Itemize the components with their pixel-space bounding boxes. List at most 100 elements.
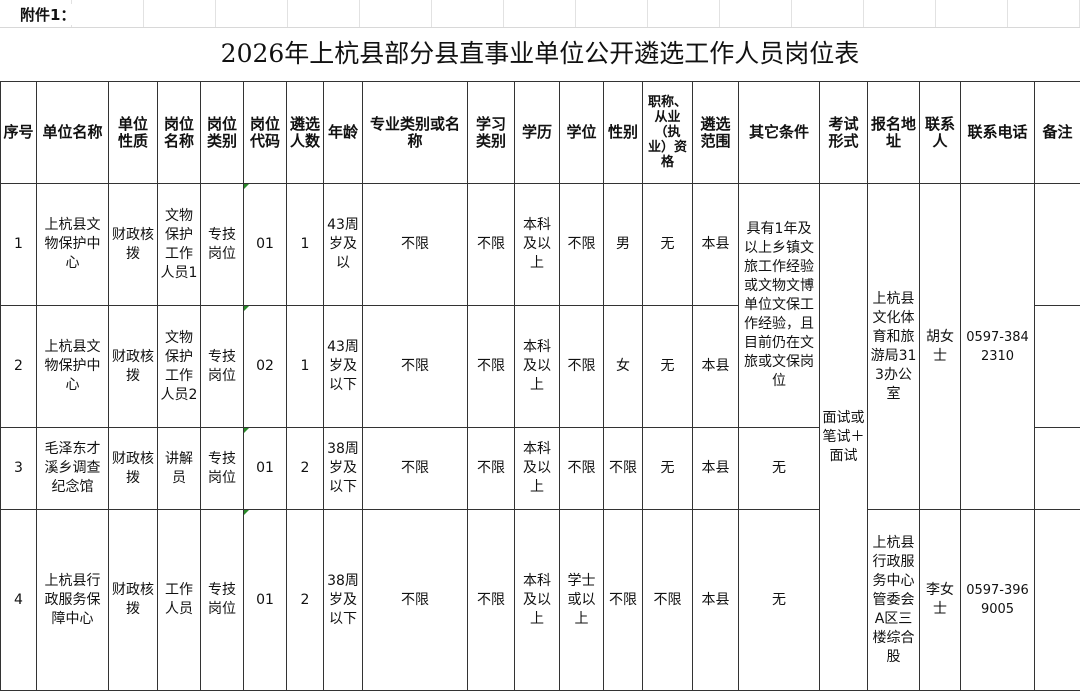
header-cell: 岗位代码 — [243, 81, 287, 184]
header-cell: 联系人 — [919, 81, 961, 184]
page-title: 2026年上杭县部分县直事业单位公开遴选工作人员岗位表 — [220, 39, 860, 68]
cell-count: 1 — [286, 305, 324, 428]
attachment-label: 附件1： — [16, 4, 80, 25]
cell-nature: 财政核拨 — [108, 183, 158, 306]
cell-degree: 不限 — [559, 427, 604, 510]
cell-study: 不限 — [467, 509, 515, 691]
header-cell: 单位名称 — [36, 81, 109, 184]
cell-no: 4 — [0, 509, 37, 691]
cell-other: 具有1年及以上乡镇文旅工作经验或文物文博单位文保工作经验，且目前仍在文旅或文保岗… — [738, 183, 820, 428]
attachment-row: 附件1： — [0, 0, 1080, 28]
header-cell: 学历 — [514, 81, 560, 184]
table-row: 2 上杭县文物保护中心 财政核拨 文物保护工作人员2 专技岗位 02 1 43周… — [0, 305, 1080, 428]
cell-major: 不限 — [362, 305, 468, 428]
cell-other: 无 — [738, 427, 820, 510]
cell-study: 不限 — [467, 427, 515, 510]
cell-category: 专技岗位 — [200, 427, 244, 510]
cell-exam: 面试或笔试＋面试 — [819, 183, 868, 691]
cell-gender: 女 — [603, 305, 643, 428]
cell-age: 43周岁及以 — [323, 183, 363, 306]
cell-category: 专技岗位 — [200, 183, 244, 306]
cell-contact: 李女士 — [919, 509, 961, 691]
cell-no: 2 — [0, 305, 37, 428]
cell-post: 讲解员 — [157, 427, 201, 510]
cell-nature: 财政核拨 — [108, 427, 158, 510]
table-row: 1 上杭县文物保护中心 财政核拨 文物保护工作人员1 专技岗位 01 1 43周… — [0, 183, 1080, 691]
cell-post: 工作人员 — [157, 509, 201, 691]
cell-scope: 本县 — [692, 427, 739, 510]
cell-age: 38周岁及以下 — [323, 509, 363, 691]
cell-major: 不限 — [362, 183, 468, 306]
header-cell: 年龄 — [323, 81, 363, 184]
cell-unit: 上杭县行政服务保障中心 — [36, 509, 109, 691]
header-cell: 遴选人数 — [286, 81, 324, 184]
cell-degree: 学士或以上 — [559, 509, 604, 691]
header-cell: 岗位类别 — [200, 81, 244, 184]
cell-unit: 毛泽东才溪乡调查纪念馆 — [36, 427, 109, 510]
header-cell: 学位 — [559, 81, 604, 184]
cell-code: 01 — [243, 509, 287, 691]
cell-code: 02 — [243, 305, 287, 428]
header-cell: 报名地址 — [867, 81, 920, 184]
cell-degree: 不限 — [559, 305, 604, 428]
cell-edu: 本科及以上 — [514, 509, 560, 691]
cell-address: 上杭县文化体育和旅游局313办公室 — [867, 183, 920, 510]
cell-phone: 0597-3969005 — [960, 509, 1035, 691]
header-row: 序号 单位名称 单位性质 岗位名称 岗位类别 岗位代码 遴选人数 年龄 专业类别… — [0, 81, 1080, 184]
cell-edu: 本科及以上 — [514, 427, 560, 510]
cell-nature: 财政核拨 — [108, 509, 158, 691]
cell-study: 不限 — [467, 183, 515, 306]
cell-nature: 财政核拨 — [108, 305, 158, 428]
cell-count: 1 — [286, 183, 324, 306]
cell-age: 38周岁及以下 — [323, 427, 363, 510]
cell-major: 不限 — [362, 427, 468, 510]
cell-remark — [1034, 427, 1080, 510]
header-cell: 联系电话 — [960, 81, 1035, 184]
cell-remark — [1034, 183, 1080, 306]
header-cell: 单位性质 — [108, 81, 158, 184]
cell-gender: 不限 — [603, 509, 643, 691]
cell-degree: 不限 — [559, 183, 604, 306]
cell-study: 不限 — [467, 305, 515, 428]
cell-unit: 上杭县文物保护中心 — [36, 183, 109, 306]
cell-no: 1 — [0, 183, 37, 306]
cell-unit: 上杭县文物保护中心 — [36, 305, 109, 428]
cell-age: 43周岁及以下 — [323, 305, 363, 428]
header-cell: 遴选范围 — [692, 81, 739, 184]
cell-code: 01 — [243, 427, 287, 510]
cell-contact: 胡女士 — [919, 183, 961, 510]
header-cell: 备注 — [1034, 81, 1080, 184]
header-cell: 学习类别 — [467, 81, 515, 184]
cell-scope: 本县 — [692, 305, 739, 428]
cell-scope: 本县 — [692, 183, 739, 306]
header-cell: 性别 — [603, 81, 643, 184]
cell-qual: 无 — [642, 427, 693, 510]
header-cell: 序号 — [0, 81, 37, 184]
cell-post: 文物保护工作人员2 — [157, 305, 201, 428]
cell-category: 专技岗位 — [200, 305, 244, 428]
table-row: 4 上杭县行政服务保障中心 财政核拨 工作人员 专技岗位 01 2 38周岁及以… — [0, 509, 1080, 691]
header-cell: 岗位名称 — [157, 81, 201, 184]
cell-code: 01 — [243, 183, 287, 306]
cell-qual: 无 — [642, 305, 693, 428]
table-row: 3 毛泽东才溪乡调查纪念馆 财政核拨 讲解员 专技岗位 01 2 38周岁及以下… — [0, 427, 1080, 510]
header-cell: 职称、从业（执业）资格 — [642, 81, 693, 184]
cell-remark — [1034, 305, 1080, 428]
cell-count: 2 — [286, 509, 324, 691]
cell-gender: 不限 — [603, 427, 643, 510]
cell-edu: 本科及以上 — [514, 305, 560, 428]
cell-count: 2 — [286, 427, 324, 510]
cell-no: 3 — [0, 427, 37, 510]
cell-gender: 男 — [603, 183, 643, 306]
cell-phone: 0597-3842310 — [960, 183, 1035, 510]
cell-edu: 本科及以上 — [514, 183, 560, 306]
cell-remark — [1034, 509, 1080, 691]
cell-other: 无 — [738, 509, 820, 691]
header-cell: 其它条件 — [738, 81, 820, 184]
cell-qual: 不限 — [642, 509, 693, 691]
cell-address: 上杭县行政服务中心管委会A区三楼综合股 — [867, 509, 920, 691]
cell-qual: 无 — [642, 183, 693, 306]
header-cell: 专业类别或名称 — [362, 81, 468, 184]
positions-table: 序号 单位名称 单位性质 岗位名称 岗位类别 岗位代码 遴选人数 年龄 专业类别… — [0, 81, 1080, 691]
cell-scope: 本县 — [692, 509, 739, 691]
